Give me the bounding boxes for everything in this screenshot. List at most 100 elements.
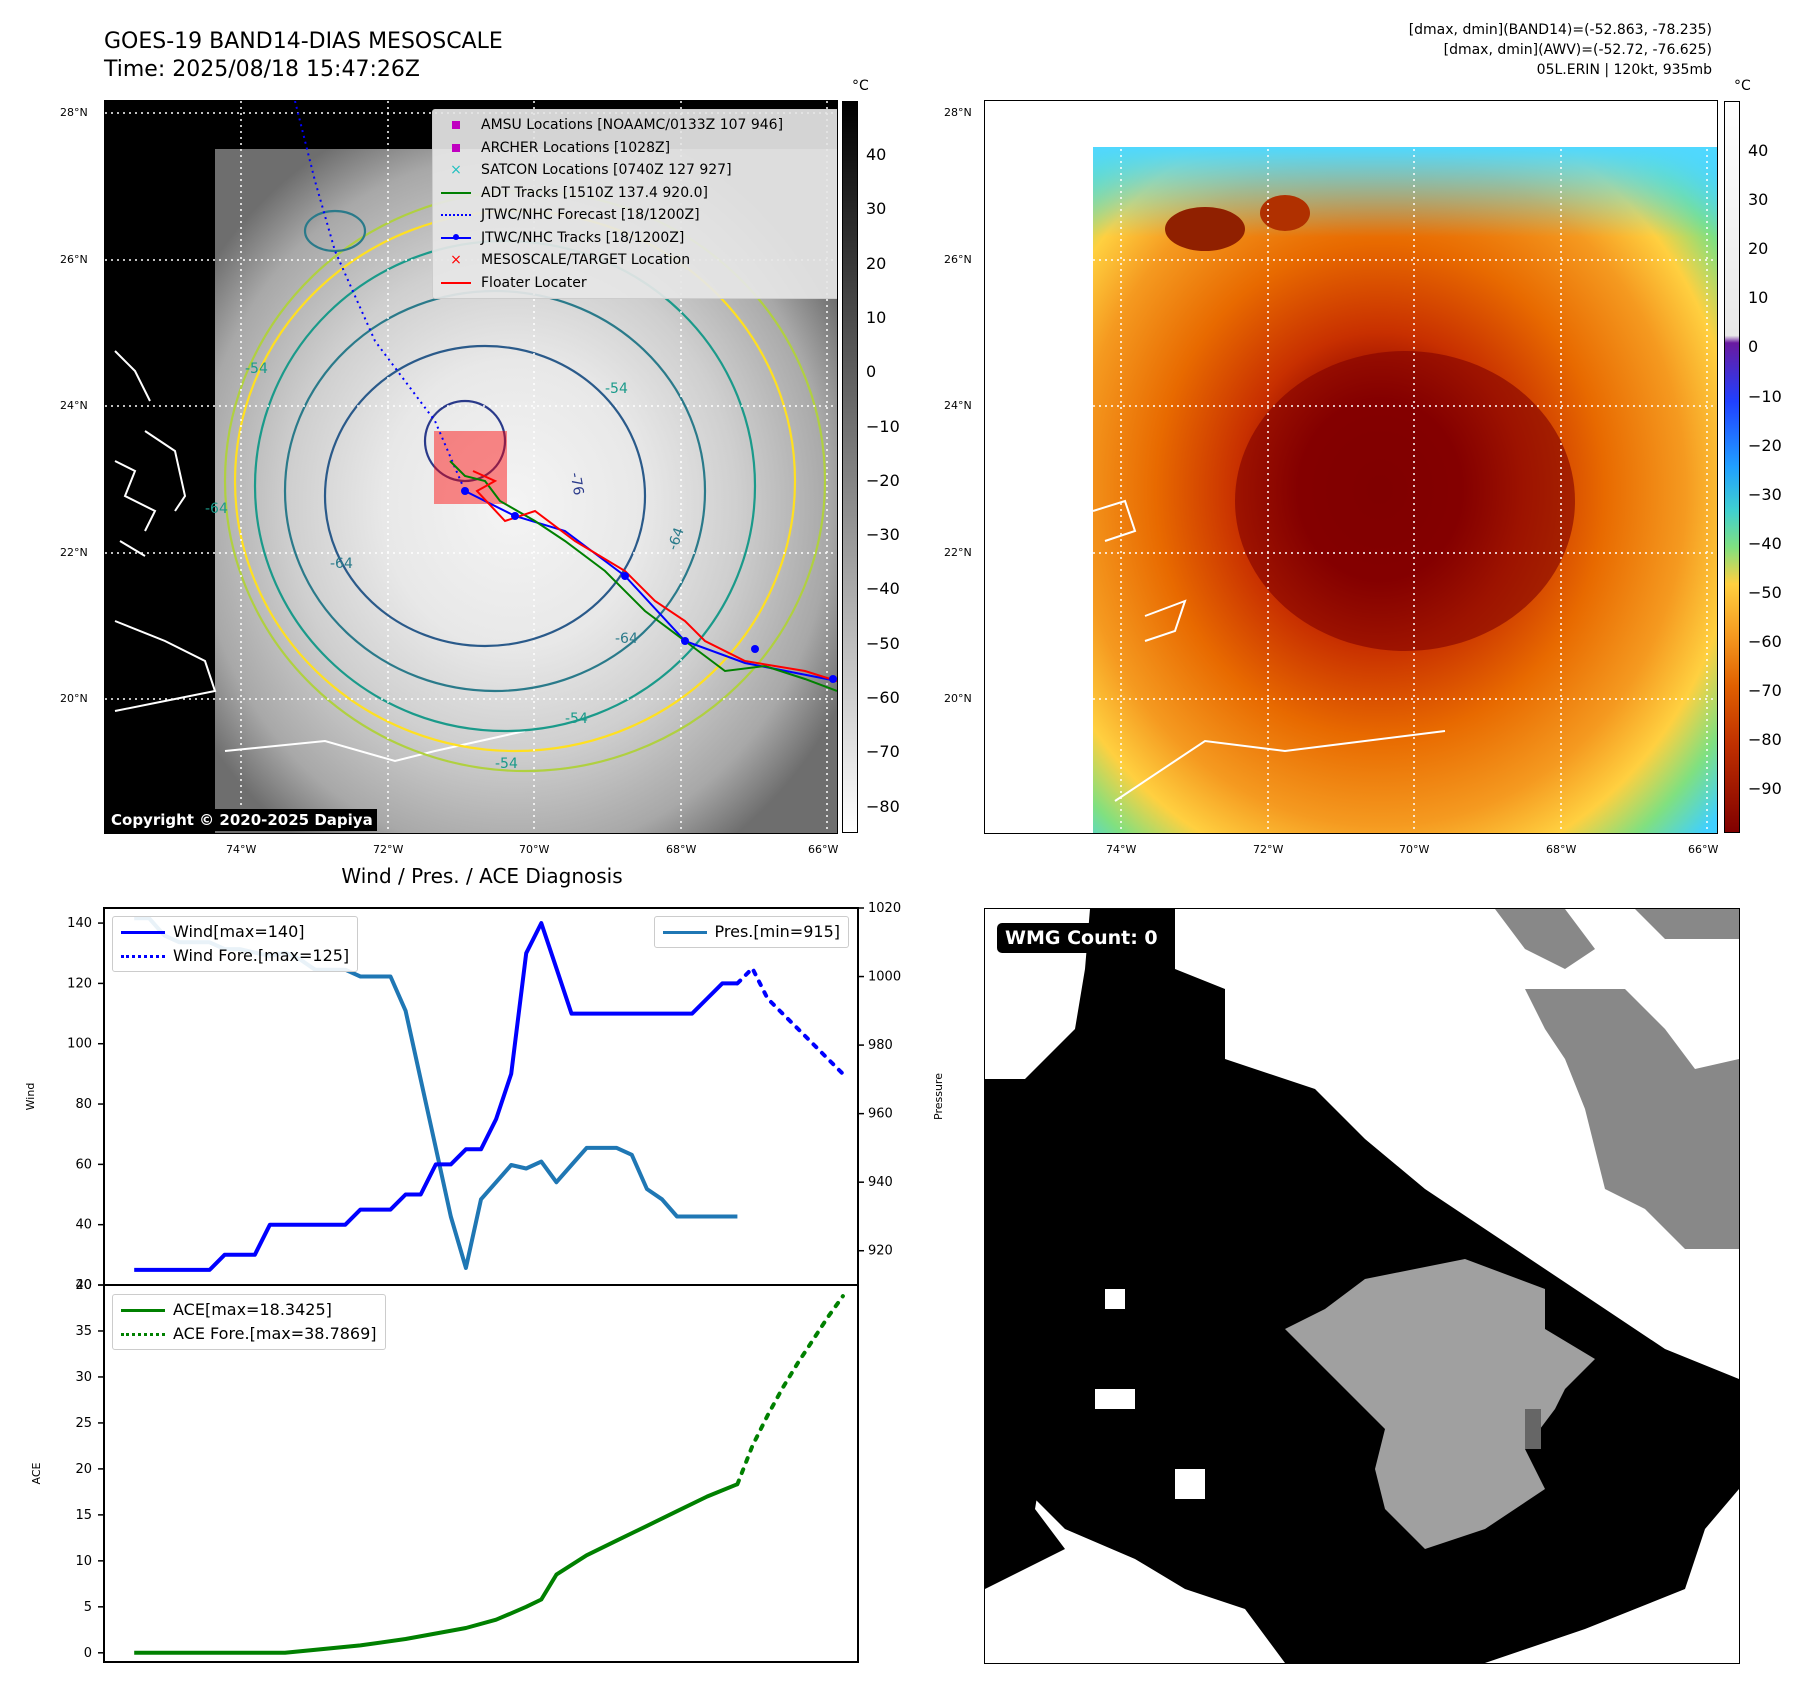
wind-legend: Wind[max=140] Wind Fore.[max=125] bbox=[112, 916, 359, 972]
colorbar-right bbox=[1724, 101, 1740, 833]
awv-map-image bbox=[985, 101, 1717, 833]
legend-label: JTWC/NHC Tracks [18/1200Z] bbox=[481, 229, 685, 246]
legend-item: JTWC/NHC Tracks [18/1200Z] bbox=[439, 227, 837, 250]
legend-symbol: × bbox=[450, 162, 462, 178]
wind-series-line bbox=[134, 921, 738, 1272]
colorbar-tick: 10 bbox=[1748, 288, 1769, 308]
contour-label: -64 bbox=[615, 631, 638, 647]
right-header-line2: [dmax, dmin](AWV)=(-52.72, -76.625) bbox=[1443, 42, 1712, 58]
legend-symbol bbox=[439, 204, 473, 227]
title-line1: GOES-19 BAND14-DIAS MESOSCALE bbox=[104, 29, 503, 54]
colorbar-tick: −80 bbox=[866, 796, 900, 816]
lat-label-20: 20°N bbox=[60, 692, 88, 705]
diagnosis-title: Wind / Pres. / ACE Diagnosis bbox=[341, 864, 623, 888]
ace-tick-label: 0 bbox=[84, 1646, 92, 1661]
colorbar-tick: −50 bbox=[866, 633, 900, 653]
wind-tick-label: 40 bbox=[75, 1218, 92, 1233]
colorbar-tick: 40 bbox=[1748, 141, 1769, 160]
wmg-image bbox=[985, 909, 1739, 1663]
ace-tick-label: 20 bbox=[75, 1462, 92, 1477]
colorbar-tick: −30 bbox=[866, 525, 900, 545]
legend-symbol bbox=[439, 182, 473, 205]
lat-label-22: 22°N bbox=[944, 546, 972, 559]
copyright-label: Copyright © 2020-2025 Dapiya bbox=[107, 809, 377, 831]
colorbar-tick: −40 bbox=[866, 579, 900, 599]
lon-label-70: 70°W bbox=[519, 843, 550, 856]
ace-forecast-series-line bbox=[735, 1294, 845, 1487]
colorbar-tick: −70 bbox=[866, 742, 900, 762]
ace-series-line bbox=[134, 1482, 739, 1655]
ace-tick-label: 35 bbox=[75, 1324, 92, 1339]
right-header-line1: [dmax, dmin](BAND14)=(-52.863, -78.235) bbox=[1408, 22, 1712, 38]
colorbar-left bbox=[842, 101, 858, 833]
legend-entry-ace-forecast: ACE Fore.[max=38.7869] bbox=[121, 1322, 377, 1346]
pressure-tick-label: 1020 bbox=[868, 901, 901, 916]
pressure-axis-label: Pressure bbox=[932, 1073, 945, 1120]
right-header: [dmax, dmin](BAND14)=(-52.863, -78.235) … bbox=[1409, 20, 1712, 80]
colorbar-tick: −10 bbox=[1748, 386, 1782, 406]
legend-item: ADT Tracks [1510Z 137.4 920.0] bbox=[439, 182, 837, 205]
legend-label: ARCHER Locations [1028Z] bbox=[481, 139, 671, 156]
lat-label-22: 22°N bbox=[60, 546, 88, 559]
lon-label-70: 70°W bbox=[1399, 843, 1430, 856]
legend-item: Floater Locater bbox=[439, 272, 837, 295]
legend-symbol bbox=[439, 227, 473, 250]
wmg-count-label: WMG Count: 0 bbox=[997, 923, 1166, 953]
legend: AMSU Locations [NOAAMC/0133Z 107 946] ARC… bbox=[432, 109, 837, 299]
pressure-tick-label: 1000 bbox=[868, 970, 901, 985]
lon-label-74: 74°W bbox=[1106, 843, 1137, 856]
ace-tick-label: 10 bbox=[75, 1554, 92, 1569]
ace-tick-label: 25 bbox=[75, 1416, 92, 1431]
ace-tick-label: 5 bbox=[84, 1600, 92, 1615]
legend-label: MESOSCALE/TARGET Location bbox=[481, 252, 691, 268]
lon-label-68: 68°W bbox=[1546, 843, 1577, 856]
colorbar-left-unit: °C bbox=[852, 78, 869, 94]
legend-label: JTWC/NHC Forecast [18/1200Z] bbox=[481, 207, 700, 223]
pressure-legend: Pres.[min=915] bbox=[653, 916, 849, 948]
colorbar-tick: 0 bbox=[1748, 337, 1759, 357]
colorbar-tick: 10 bbox=[866, 307, 887, 327]
ace-legend: ACE[max=18.3425] ACE Fore.[max=38.7869] bbox=[112, 1294, 386, 1350]
colorbar-tick: −50 bbox=[1748, 582, 1782, 602]
lat-label-26: 26°N bbox=[60, 253, 88, 266]
colorbar-tick: 40 bbox=[866, 145, 887, 164]
legend-item: AMSU Locations [NOAAMC/0133Z 107 946] bbox=[439, 114, 837, 137]
awv-map-panel bbox=[984, 100, 1718, 834]
ace-tick-label: 40 bbox=[75, 1278, 92, 1293]
contour-label: -64 bbox=[330, 556, 353, 572]
legend-label: AMSU Locations [NOAAMC/0133Z 107 946] bbox=[481, 117, 784, 133]
lon-label-68: 68°W bbox=[666, 843, 697, 856]
legend-symbol: × bbox=[450, 252, 462, 268]
colorbar-tick: −80 bbox=[1748, 730, 1782, 750]
contour-label: -64 bbox=[205, 501, 228, 517]
wind-tick-label: 120 bbox=[67, 976, 92, 991]
pressure-tick-label: 980 bbox=[868, 1038, 893, 1053]
colorbar-tick: −90 bbox=[1748, 779, 1782, 799]
pressure-tick-label: 920 bbox=[868, 1244, 893, 1259]
ir-map-panel: -54 -64 -76 -54 -64 -64 -54 -54 -64 AMSU… bbox=[104, 100, 838, 834]
colorbar-tick: −10 bbox=[866, 416, 900, 436]
legend-entry-wind-forecast: Wind Fore.[max=125] bbox=[121, 944, 349, 968]
lon-label-66: 66°W bbox=[1688, 843, 1719, 856]
wind-tick-label: 100 bbox=[67, 1037, 92, 1052]
right-header-line3: 05L.ERIN | 120kt, 935mb bbox=[1536, 62, 1712, 78]
lat-label-28: 28°N bbox=[944, 106, 972, 119]
floater-box bbox=[434, 431, 507, 504]
title-line2: Time: 2025/08/18 15:47:26Z bbox=[104, 57, 420, 82]
legend-symbol bbox=[439, 137, 473, 160]
contour-label: -54 bbox=[495, 756, 518, 772]
ace-tick-label: 15 bbox=[75, 1508, 92, 1523]
colorbar-tick: −20 bbox=[866, 470, 900, 490]
legend-item: ARCHER Locations [1028Z] bbox=[439, 137, 837, 160]
wind-forecast-series-line bbox=[735, 966, 845, 1076]
lon-label-74: 74°W bbox=[226, 843, 257, 856]
colorbar-tick: 20 bbox=[1748, 239, 1769, 259]
colorbar-right-unit: °C bbox=[1734, 78, 1751, 94]
lat-label-28: 28°N bbox=[60, 106, 88, 119]
legend-entry-pressure: Pres.[min=915] bbox=[662, 920, 840, 944]
lat-label-20: 20°N bbox=[944, 692, 972, 705]
wind-tick-label: 60 bbox=[75, 1157, 92, 1172]
legend-label: ADT Tracks [1510Z 137.4 920.0] bbox=[481, 184, 708, 201]
lat-label-24: 24°N bbox=[944, 399, 972, 412]
legend-entry-ace: ACE[max=18.3425] bbox=[121, 1298, 377, 1322]
